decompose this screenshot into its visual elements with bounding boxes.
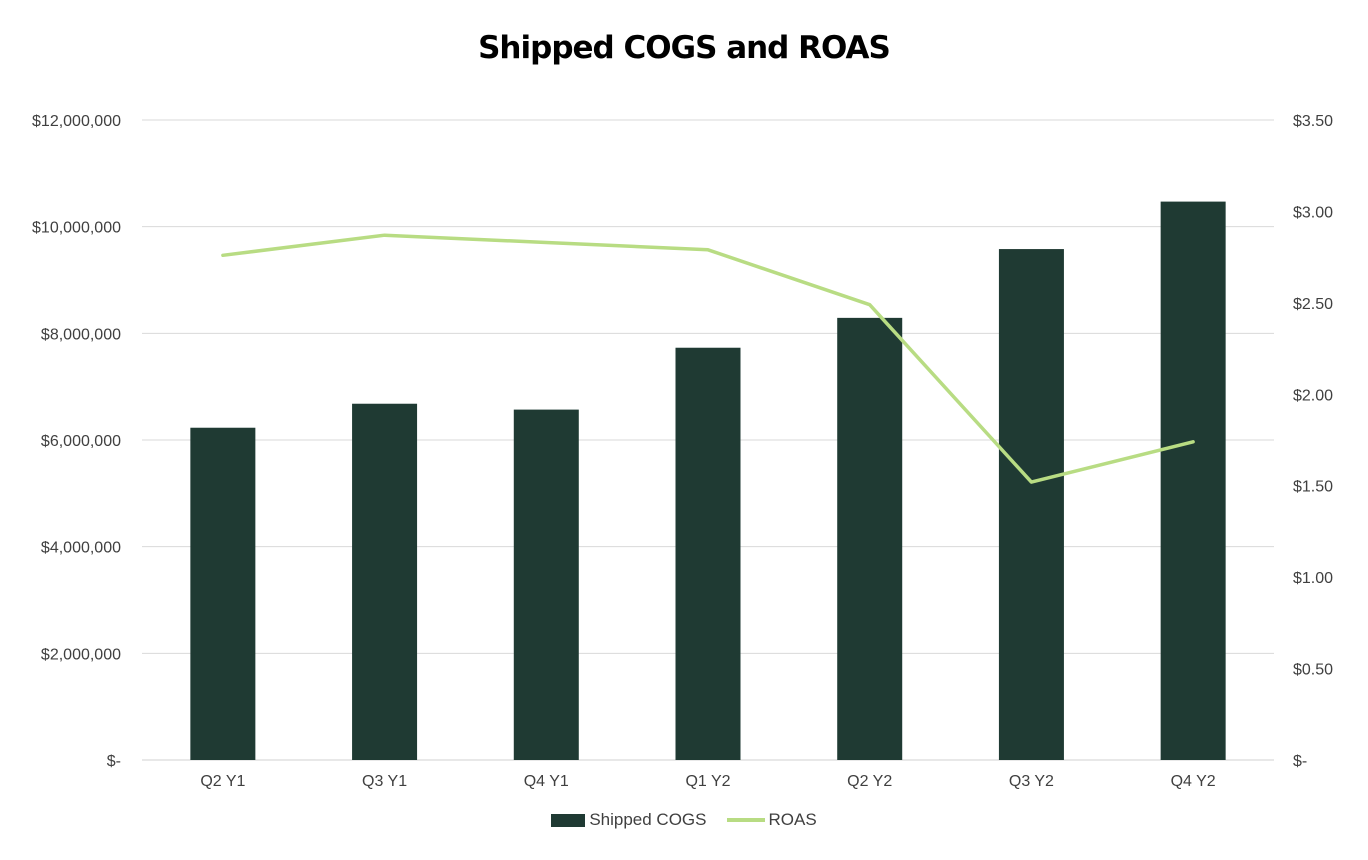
line-series-roas (221, 233, 1195, 484)
point-roas (545, 242, 547, 244)
bar-shipped-cogs (675, 347, 741, 760)
y-tick-label: $12,000,000 (32, 113, 121, 130)
legend-label-roas: ROAS (768, 810, 817, 829)
right-axis: $- $0.50 $1.00 $1.50 $2.00 $2.50 $3.00 $3.50 (1293, 113, 1333, 770)
y-tick-label: $4,000,000 (41, 540, 121, 557)
x-tick-label: Q4 Y1 (524, 773, 569, 790)
y2-tick-label: $3.00 (1293, 204, 1333, 221)
bar-shipped-cogs (513, 409, 579, 760)
y2-tick-label: $1.50 (1293, 479, 1333, 496)
bar-shipped-cogs (1160, 201, 1226, 761)
bar-shipped-cogs (998, 249, 1064, 761)
point-roas (222, 254, 224, 256)
x-tick-label: Q3 Y1 (362, 773, 407, 790)
x-tick-label: Q3 Y2 (1009, 773, 1054, 790)
legend-item-shipped-cogs: Shipped COGS (551, 810, 707, 830)
x-tick-label: Q2 Y1 (200, 773, 245, 790)
bar-series-shipped-cogs (190, 201, 1226, 761)
y2-tick-label: $- (1293, 753, 1307, 770)
legend-swatch-shipped-cogs (551, 813, 586, 827)
point-roas (707, 249, 709, 251)
y-tick-label: $- (107, 753, 121, 770)
y2-tick-label: $1.00 (1293, 570, 1333, 587)
point-roas (384, 234, 386, 236)
x-tick-label: Q2 Y2 (847, 773, 892, 790)
y2-tick-label: $0.50 (1293, 662, 1333, 679)
y-tick-label: $2,000,000 (41, 646, 121, 663)
y-tick-label: $8,000,000 (41, 326, 121, 343)
x-axis: Q2 Y1 Q3 Y1 Q4 Y1 Q1 Y2 Q2 Y2 Q3 Y2 Q4 Y2 (200, 773, 1215, 790)
y2-tick-label: $2.00 (1293, 387, 1333, 404)
bar-shipped-cogs (352, 403, 418, 760)
y-tick-label: $6,000,000 (41, 433, 121, 450)
x-tick-label: Q1 Y2 (685, 773, 730, 790)
left-axis: $- $2,000,000 $4,000,000 $6,000,000 $8,000,0… (32, 113, 121, 770)
point-roas (1192, 441, 1194, 443)
bar-shipped-cogs (837, 317, 903, 760)
legend-item-roas: ROAS (726, 810, 817, 830)
y2-tick-label: $3.50 (1293, 113, 1333, 130)
x-tick-label: Q4 Y2 (1171, 773, 1216, 790)
legend: Shipped COGS ROAS (0, 810, 1368, 830)
y-tick-label: $10,000,000 (32, 220, 121, 237)
point-roas (1030, 481, 1032, 483)
legend-label-shipped-cogs: Shipped COGS (589, 810, 707, 829)
y2-tick-label: $2.50 (1293, 296, 1333, 313)
legend-swatch-roas (726, 818, 765, 822)
point-roas (869, 304, 871, 306)
bar-shipped-cogs (190, 427, 256, 760)
chart-title: Shipped COGS and ROAS (478, 30, 891, 66)
